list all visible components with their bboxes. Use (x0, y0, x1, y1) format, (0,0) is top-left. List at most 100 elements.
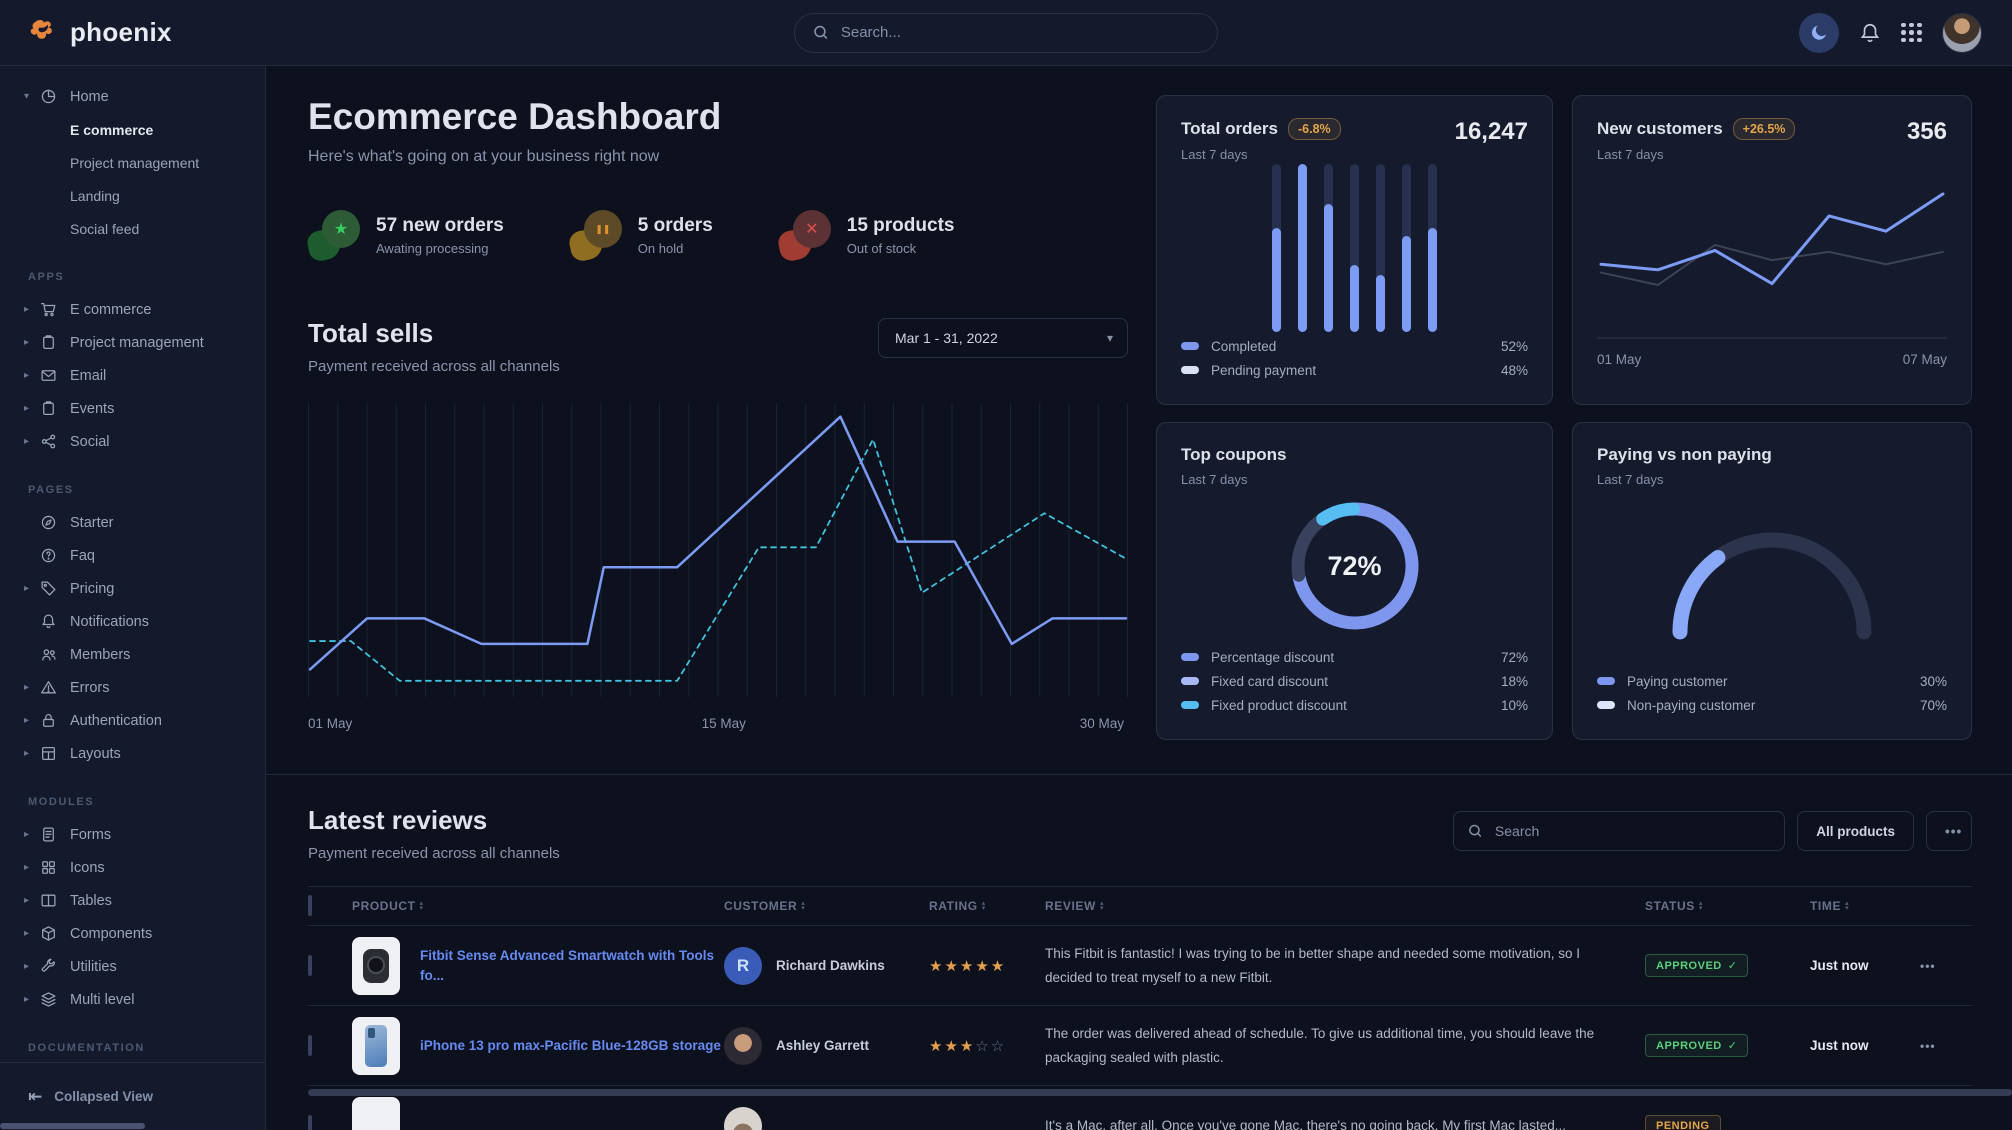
sidebar-item-project-management[interactable]: ▸ Project management (0, 326, 265, 359)
box-icon (40, 925, 58, 943)
legend-value: 48% (1500, 362, 1528, 378)
sidebar-item-tables[interactable]: ▸ Tables (0, 884, 265, 917)
reviews-more-button[interactable]: ••• (1926, 811, 1972, 851)
collapsed-view-toggle[interactable]: ⇤ Collapsed View (0, 1062, 265, 1130)
sidebar-item-utilities[interactable]: ▸ Utilities (0, 950, 265, 983)
sidebar-subitem-landing[interactable]: Landing (70, 187, 120, 204)
legend-swatch (1181, 342, 1199, 350)
sidebar-subitem-e-commerce[interactable]: E commerce (70, 121, 154, 138)
legend-row: Fixed card discount 18% (1181, 669, 1528, 693)
sidebar-item-label: Members (70, 646, 131, 663)
card-subtitle: Last 7 days (1181, 147, 1248, 162)
column-header-status[interactable]: STATUS ▴ ▾ (1645, 899, 1703, 913)
pie-chart-icon (40, 88, 58, 106)
stat-value: 15 products (846, 214, 955, 236)
row-checkbox[interactable] (308, 1034, 312, 1056)
legend-swatch (1181, 366, 1199, 374)
reviews-search[interactable] (1453, 811, 1786, 851)
date-range-select[interactable]: Mar 1 - 31, 2022 ▾ (878, 318, 1128, 358)
sort-icon: ▴ ▾ (1099, 900, 1105, 912)
stat-on-hold: ❚❚ 5 orders On hold (567, 210, 713, 263)
nine-dots-icon (1901, 22, 1922, 43)
sidebar-item-label: E commerce (70, 301, 152, 318)
legend-label: Non-paying customer (1627, 697, 1756, 713)
order-bar (1350, 164, 1359, 332)
sidebar-item-notifications[interactable]: Notifications (0, 605, 265, 638)
brand[interactable]: phoenix (30, 17, 172, 48)
search-icon (1469, 824, 1482, 838)
sidebar-item-label: Pricing (70, 580, 115, 597)
all-products-button[interactable]: All products (1797, 811, 1914, 851)
sidebar-subitem-social-feed[interactable]: Social feed (70, 220, 140, 237)
sidebar-item-icons[interactable]: ▸ Icons (0, 851, 265, 884)
sidebar-item-starter[interactable]: Starter (0, 506, 265, 539)
sidebar-item-faq[interactable]: Faq (0, 539, 265, 572)
row-more-button[interactable]: ••• (1920, 1038, 1936, 1053)
tag-icon (40, 580, 58, 598)
sidebar-item-components[interactable]: ▸ Components (0, 917, 265, 950)
total-orders-value: 16,247 (1454, 118, 1528, 145)
row-more-button[interactable]: ••• (1920, 958, 1936, 973)
sidebar-section-label: APPS (28, 271, 65, 283)
orders-bar-chart (1272, 164, 1437, 332)
legend-value: 30% (1919, 673, 1947, 689)
sidebar-item-social[interactable]: ▸ Social (0, 425, 265, 458)
sidebar-subitem-project-management[interactable]: Project management (70, 154, 200, 171)
review-table-row: iPhone 13 pro max-Pacific Blue-128GB sto… (308, 1006, 1972, 1086)
column-header-product[interactable]: PRODUCT ▴ ▾ (352, 899, 424, 913)
table-icon (40, 892, 58, 910)
sidebar-item-events[interactable]: ▸ Events (0, 392, 265, 425)
column-header-time[interactable]: TIME ▴ ▾ (1810, 899, 1850, 913)
reviews-search-input[interactable] (1492, 822, 1771, 840)
global-search[interactable] (794, 12, 1218, 53)
sidebar-item-label: Email (70, 367, 107, 384)
card-subtitle: Last 7 days (1597, 472, 1664, 487)
sort-icon: ▴ ▾ (801, 900, 806, 912)
sidebar-item-home[interactable]: ▾ Home (0, 80, 265, 113)
legend-value: 52% (1500, 338, 1528, 354)
product-thumbnail (352, 1016, 400, 1075)
product-link[interactable]: iPhone 13 pro max-Pacific Blue-128GB sto… (420, 1037, 721, 1053)
column-header-customer[interactable]: CUSTOMER ▴ ▾ (724, 899, 806, 913)
column-header-review[interactable]: REVIEW ▴ ▾ (1045, 899, 1105, 913)
customer-avatar (724, 1026, 762, 1065)
user-avatar[interactable] (1942, 12, 1982, 53)
phoenix-logo-icon (30, 19, 52, 39)
row-checkbox[interactable] (308, 1114, 312, 1130)
page-horizontal-scrollbar[interactable] (0, 1123, 145, 1129)
sidebar-item-layouts[interactable]: ▸ Layouts (0, 737, 265, 770)
total-sells-title: Total sells (308, 318, 434, 348)
grid-icon (40, 859, 58, 877)
apps-menu-button[interactable] (1901, 22, 1922, 43)
page-title: Ecommerce Dashboard (308, 96, 722, 137)
check-icon: ✓ (1727, 960, 1738, 972)
review-text: It's a Mac, after all. Once you've gone … (1045, 1117, 1566, 1130)
row-checkbox[interactable] (308, 954, 312, 976)
select-all-checkbox[interactable] (308, 895, 312, 916)
global-search-input[interactable] (838, 23, 1199, 42)
sidebar-item-forms[interactable]: ▸ Forms (0, 818, 265, 851)
column-header-rating[interactable]: RATING ▴ ▾ (929, 899, 986, 913)
product-link[interactable]: Fitbit Sense Advanced Smartwatch with To… (420, 947, 715, 983)
clipboard-icon (40, 400, 58, 418)
star-rating: ★★★☆☆ (929, 1037, 1007, 1055)
sidebar-section-label: MODULES (28, 796, 95, 808)
stat-value: 5 orders (637, 214, 713, 236)
top-coupons-card: Top coupons Last 7 days 72% Percentage d… (1156, 422, 1553, 740)
collapse-left-icon: ⇤ (28, 1086, 43, 1106)
sidebar-item-label: Multi level (70, 991, 135, 1008)
sidebar-item-email[interactable]: ▸ Email (0, 359, 265, 392)
sidebar-item-members[interactable]: Members (0, 638, 265, 671)
legend-value: 18% (1500, 673, 1528, 689)
sidebar-item-pricing[interactable]: ▸ Pricing (0, 572, 265, 605)
stat-sublabel: Awating processing (376, 240, 489, 256)
sidebar-item-multi-level[interactable]: ▸ Multi level (0, 983, 265, 1016)
theme-toggle-button[interactable] (1799, 12, 1839, 53)
table-horizontal-scrollbar[interactable] (308, 1089, 2012, 1096)
product-thumbnail (352, 1096, 400, 1130)
sidebar-section-label: DOCUMENTATION (28, 1042, 145, 1054)
sidebar-item-errors[interactable]: ▸ Errors (0, 671, 265, 704)
sidebar-item-authentication[interactable]: ▸ Authentication (0, 704, 265, 737)
notifications-button[interactable] (1859, 22, 1881, 44)
sidebar-item-e-commerce[interactable]: ▸ E commerce (0, 293, 265, 326)
